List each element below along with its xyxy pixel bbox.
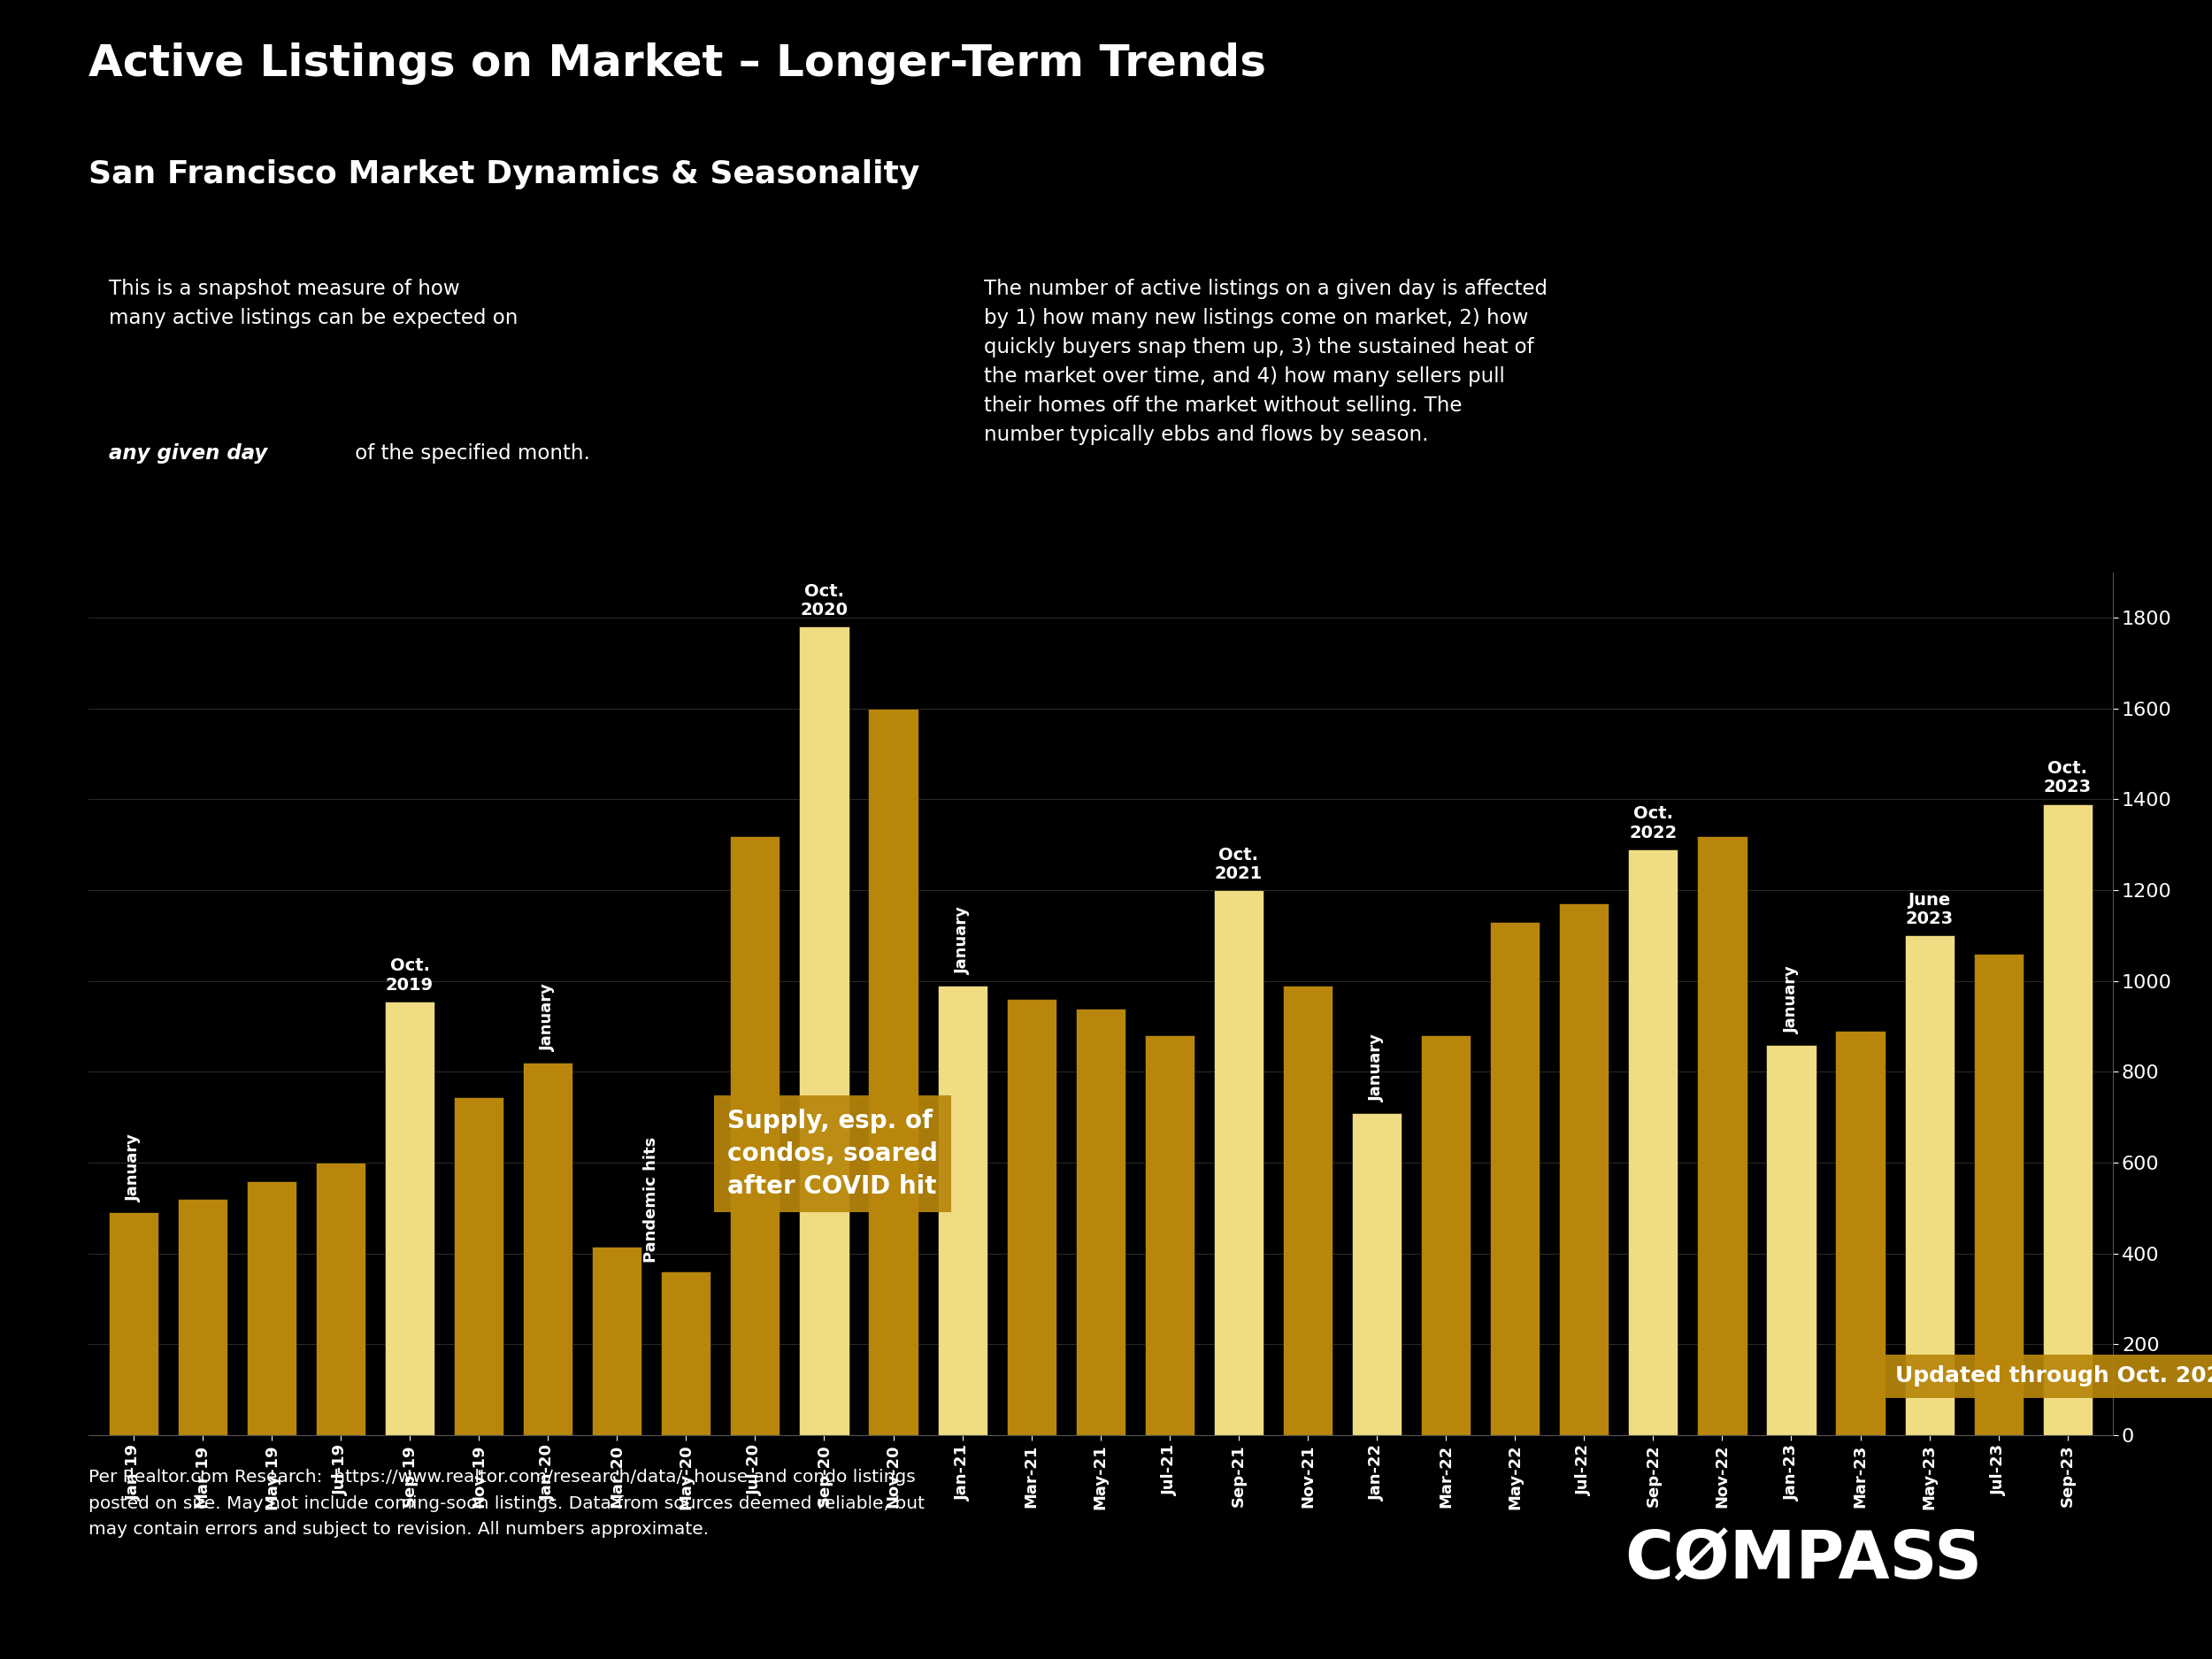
Bar	[730, 836, 781, 1435]
Bar	[1420, 1035, 1471, 1435]
Bar	[1905, 936, 1953, 1435]
Bar	[108, 1213, 159, 1435]
Bar	[1491, 922, 1540, 1435]
Text: June
2023: June 2023	[1905, 893, 1953, 927]
Text: This is a snapshot measure of how
many active listings can be expected on: This is a snapshot measure of how many a…	[108, 279, 518, 328]
Bar	[1628, 849, 1679, 1435]
Bar	[177, 1199, 228, 1435]
Bar	[1352, 1113, 1402, 1435]
Bar	[1973, 954, 2024, 1435]
Text: January: January	[953, 906, 971, 974]
Bar	[1214, 891, 1263, 1435]
Text: Active Listings on Market – Longer-Term Trends: Active Listings on Market – Longer-Term …	[88, 43, 1265, 85]
Bar	[1144, 1035, 1194, 1435]
Text: CØMPASS: CØMPASS	[1626, 1528, 1982, 1593]
Text: Oct.
2019: Oct. 2019	[385, 957, 434, 994]
Bar	[316, 1163, 365, 1435]
Bar	[1767, 1045, 1816, 1435]
Text: Oct.
2021: Oct. 2021	[1214, 846, 1263, 883]
Bar	[385, 1002, 434, 1435]
Bar	[2042, 805, 2093, 1435]
Bar	[1283, 985, 1332, 1435]
Text: Updated through Oct. 2023: Updated through Oct. 2023	[1896, 1365, 2212, 1387]
Bar	[1006, 999, 1057, 1435]
Text: Oct.
2023: Oct. 2023	[2044, 760, 2093, 796]
Text: January: January	[1783, 966, 1798, 1034]
Text: January: January	[1369, 1034, 1385, 1102]
Bar	[799, 627, 849, 1435]
Bar	[661, 1271, 710, 1435]
Text: Pandemic hits: Pandemic hits	[644, 1136, 659, 1262]
Bar	[593, 1246, 641, 1435]
Text: January: January	[126, 1133, 142, 1201]
Bar	[522, 1063, 573, 1435]
Bar	[938, 985, 987, 1435]
Bar	[1559, 904, 1608, 1435]
Bar	[869, 708, 918, 1435]
Text: Per Realtor.com Research:  https://www.realtor.com/research/data/, house and con: Per Realtor.com Research: https://www.re…	[88, 1470, 925, 1538]
Text: Supply, esp. of
condos, soared
after COVID hit: Supply, esp. of condos, soared after COV…	[728, 1108, 938, 1198]
Bar	[1075, 1009, 1126, 1435]
Bar	[1697, 836, 1747, 1435]
Text: The number of active listings on a given day is affected
by 1) how many new list: The number of active listings on a given…	[984, 279, 1548, 445]
Text: Oct.
2020: Oct. 2020	[801, 582, 847, 619]
Bar	[453, 1097, 504, 1435]
Text: January: January	[540, 984, 555, 1052]
Text: of the specified month.: of the specified month.	[349, 443, 591, 463]
Bar	[1836, 1030, 1885, 1435]
Bar	[248, 1181, 296, 1435]
Text: San Francisco Market Dynamics & Seasonality: San Francisco Market Dynamics & Seasonal…	[88, 159, 920, 189]
Text: any given day: any given day	[108, 443, 268, 463]
Text: Oct.
2022: Oct. 2022	[1628, 806, 1677, 841]
